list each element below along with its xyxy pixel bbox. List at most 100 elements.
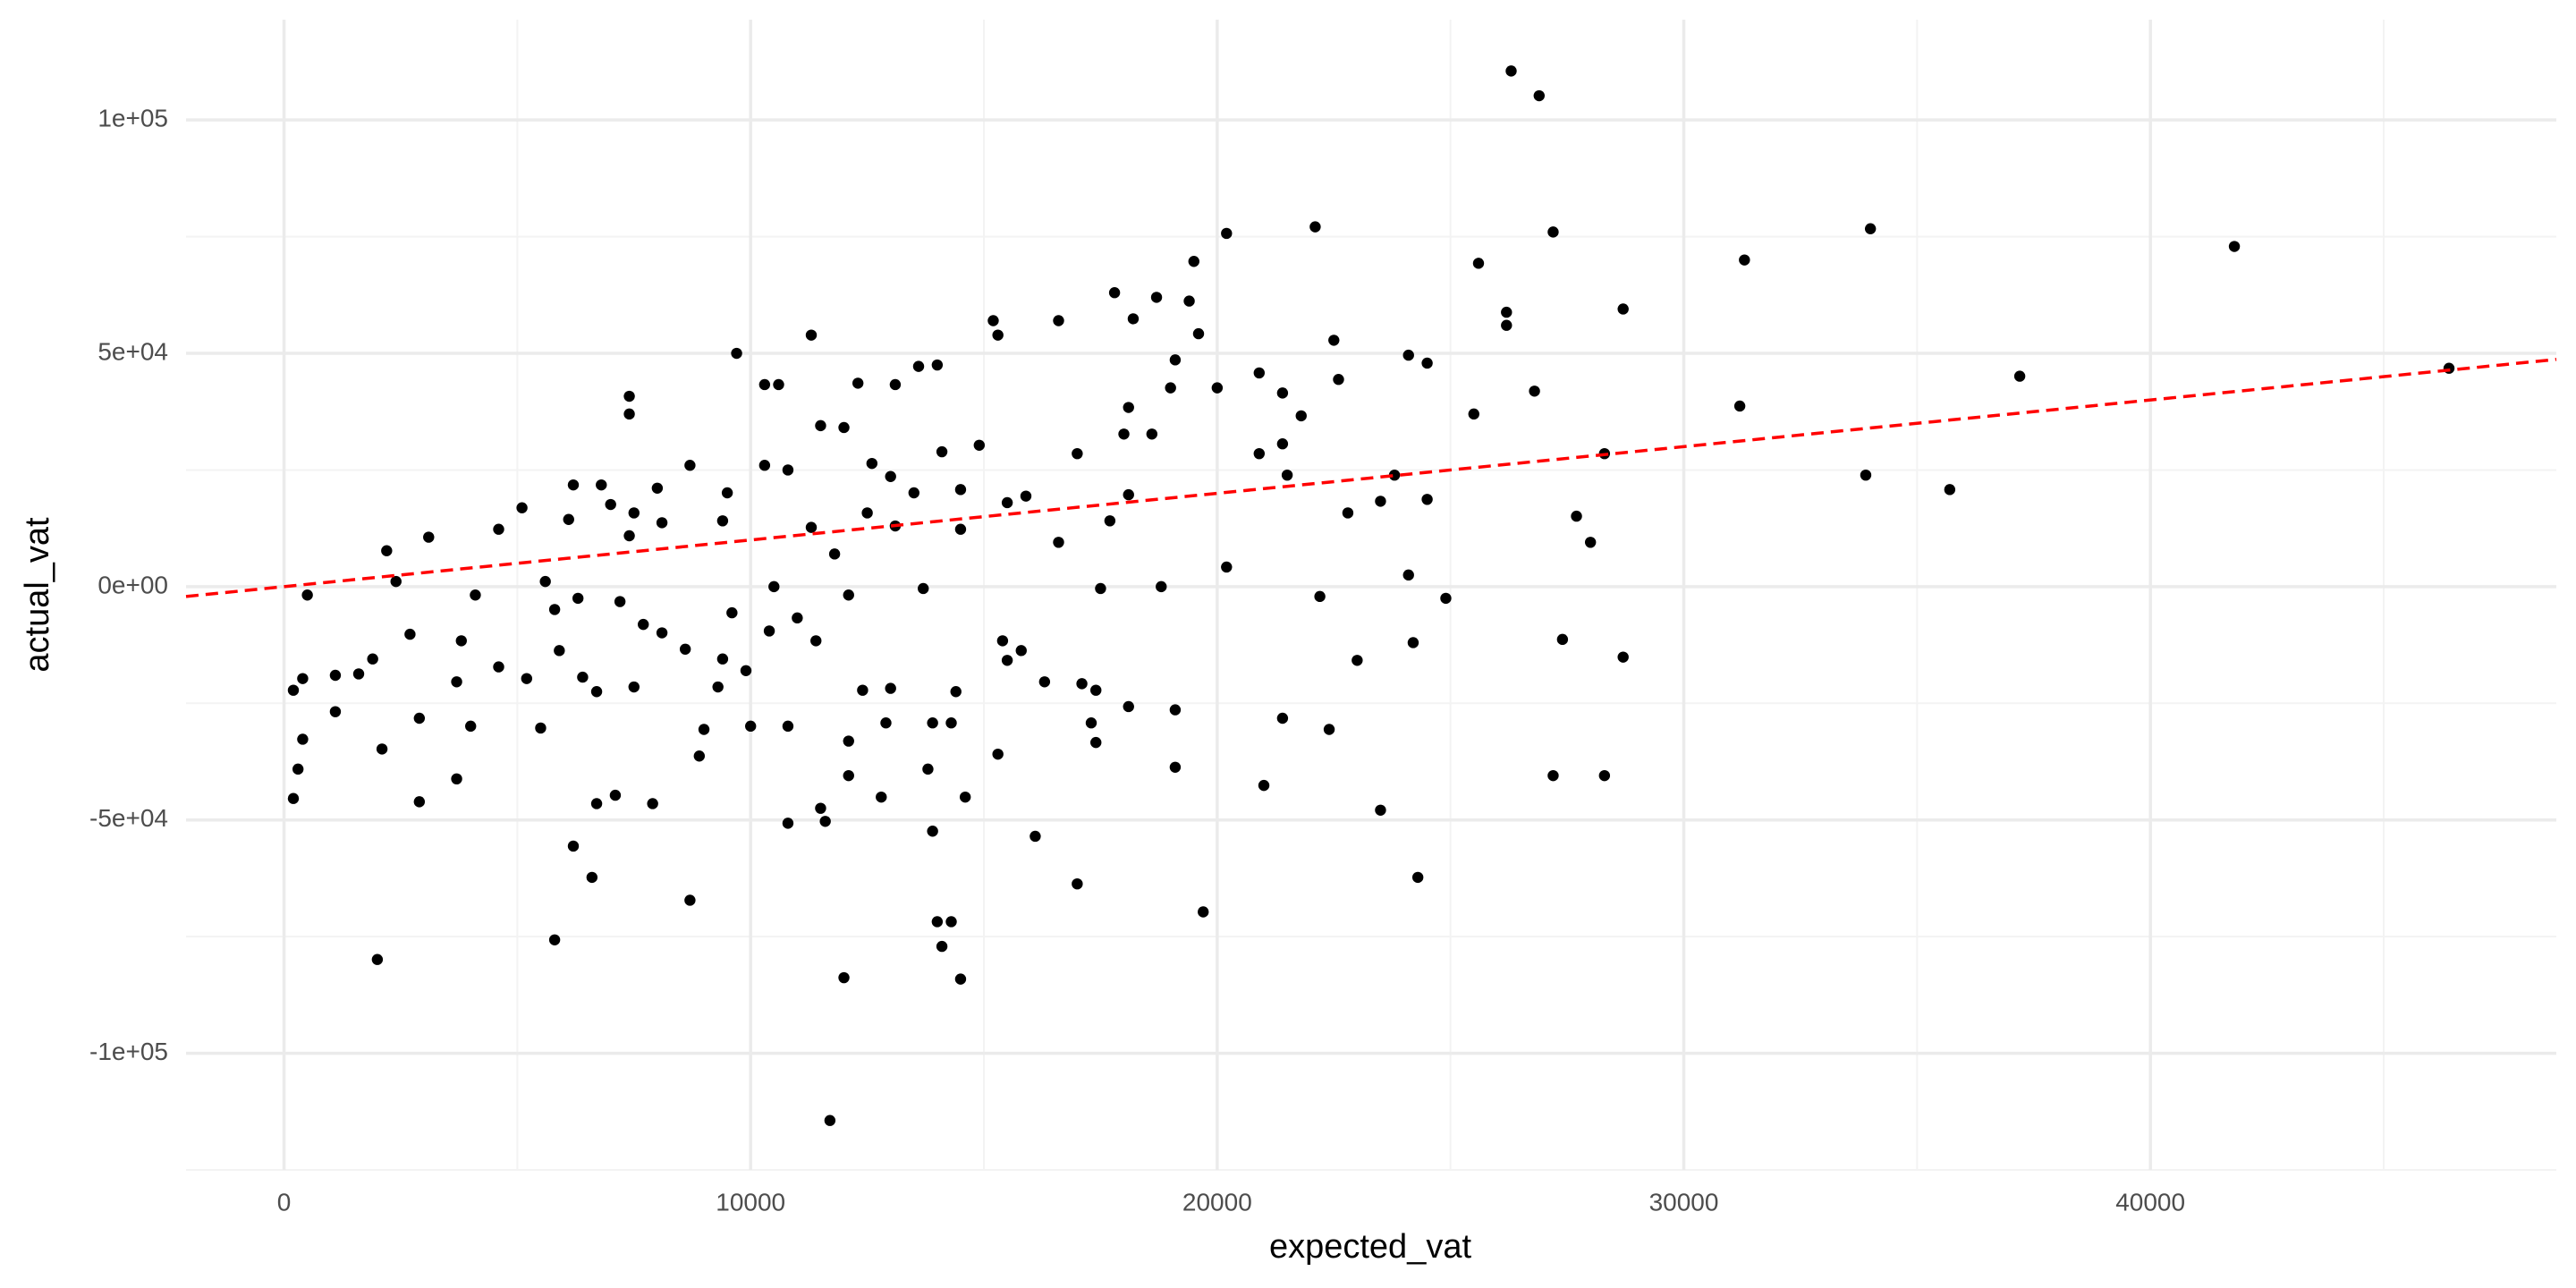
point (1323, 724, 1335, 735)
y-tick-label: 5e+04 (97, 337, 168, 365)
point (1169, 761, 1182, 773)
point (876, 791, 887, 803)
point (1072, 447, 1083, 460)
point (880, 717, 892, 729)
point (516, 502, 528, 513)
point (1221, 227, 1233, 240)
point (950, 686, 962, 698)
point (927, 826, 938, 837)
point (1253, 447, 1266, 460)
point (287, 792, 300, 804)
x-tick-label: 20000 (1182, 1188, 1252, 1216)
point (1547, 226, 1559, 238)
point (712, 681, 724, 693)
point (563, 513, 574, 525)
y-tick-label: 0e+00 (97, 571, 168, 598)
point (945, 717, 957, 729)
point (614, 596, 626, 607)
point (684, 894, 696, 906)
point (371, 953, 384, 965)
point (590, 798, 603, 809)
point (1030, 830, 1041, 843)
point (843, 589, 854, 601)
x-tick-label: 0 (277, 1188, 292, 1216)
point (1127, 313, 1140, 325)
point (758, 378, 771, 391)
point (996, 635, 1009, 647)
point (1038, 676, 1051, 688)
point (521, 673, 533, 684)
point (1333, 374, 1344, 386)
point (1169, 704, 1182, 716)
point (1123, 488, 1134, 501)
point (1020, 490, 1032, 502)
point (931, 916, 944, 928)
point (548, 604, 561, 615)
point (2013, 370, 2026, 382)
point (287, 684, 300, 696)
point (423, 531, 435, 543)
point (843, 735, 854, 747)
x-tick-label: 10000 (716, 1188, 785, 1216)
point (301, 589, 313, 601)
point (805, 521, 818, 533)
point (1198, 906, 1209, 918)
point (2443, 362, 2455, 374)
point (1411, 871, 1424, 884)
point (1733, 400, 1746, 412)
point (596, 479, 607, 491)
x-axis-title: expected_vat (1269, 1228, 1471, 1266)
point (805, 329, 818, 341)
point (936, 940, 948, 953)
point (1146, 428, 1158, 440)
point (693, 750, 706, 762)
point (1276, 712, 1289, 724)
point (623, 390, 635, 402)
point (843, 769, 854, 782)
point (1617, 303, 1629, 315)
point (954, 523, 967, 535)
point (1258, 779, 1270, 792)
point (1090, 736, 1102, 749)
point (1053, 537, 1064, 548)
point (1501, 306, 1513, 318)
reference-line (185, 358, 2557, 598)
point (1281, 469, 1293, 481)
point (1739, 254, 1750, 266)
point (936, 445, 948, 458)
marks (185, 65, 2557, 1126)
point (404, 628, 416, 640)
grid (186, 20, 2556, 1171)
point (1571, 510, 1582, 522)
point (390, 575, 402, 588)
point (297, 673, 309, 684)
point (470, 589, 481, 601)
point (992, 329, 1004, 341)
point (352, 668, 365, 680)
point (1529, 386, 1540, 397)
point (815, 802, 826, 814)
point (623, 408, 635, 420)
point (609, 789, 622, 801)
point (1015, 645, 1027, 657)
point (684, 460, 696, 471)
point (1547, 769, 1559, 782)
point (918, 582, 929, 595)
point (493, 661, 504, 673)
point (922, 763, 934, 775)
point (1221, 561, 1233, 573)
y-tick-label: -1e+05 (89, 1038, 168, 1065)
point (945, 916, 957, 928)
point (992, 748, 1004, 760)
point (1440, 592, 1452, 605)
point (1276, 387, 1289, 399)
point (1076, 678, 1088, 690)
point (1309, 221, 1321, 233)
point (1090, 684, 1102, 696)
point (1169, 354, 1182, 366)
point (763, 625, 775, 637)
point (1253, 367, 1266, 379)
point (959, 791, 971, 803)
point (1072, 877, 1083, 890)
